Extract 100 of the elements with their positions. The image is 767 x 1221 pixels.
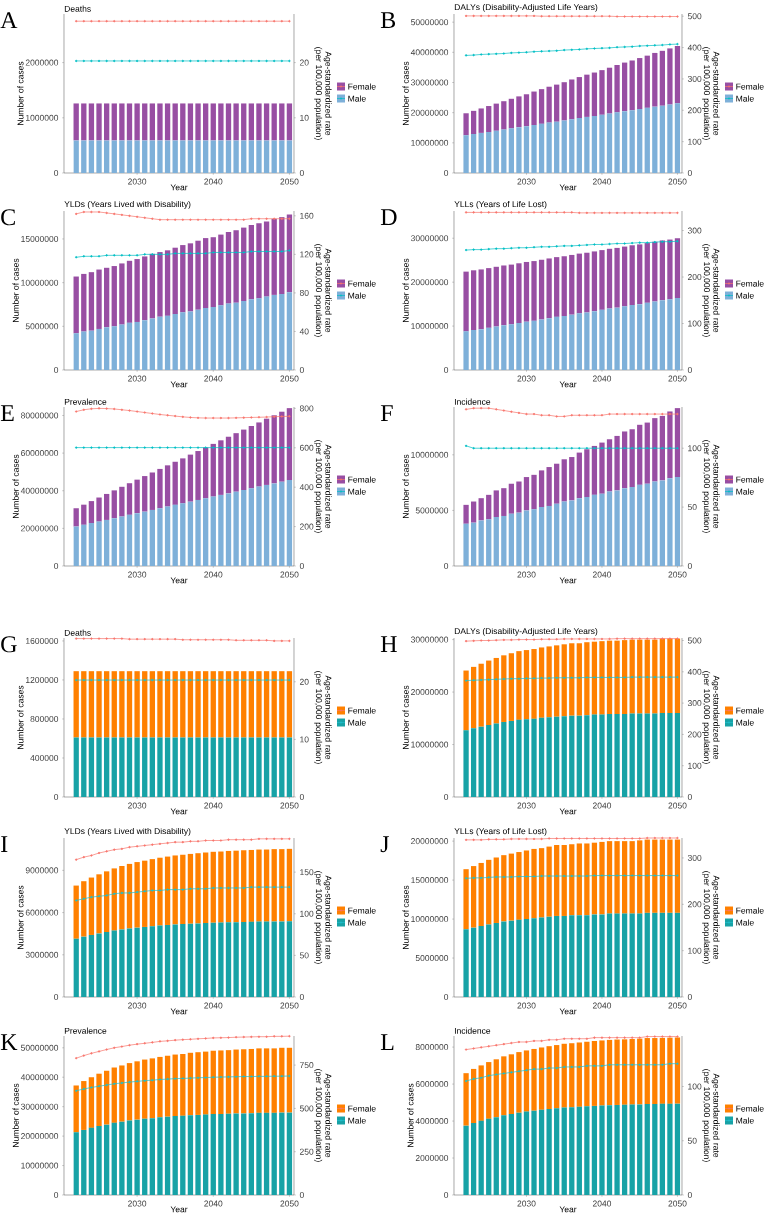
bar xyxy=(279,849,285,922)
y-tick-label: 50000000 xyxy=(410,19,449,26)
y-tick-label: 20000000 xyxy=(411,279,449,286)
y-tick-label: 10000000 xyxy=(411,916,449,923)
bar xyxy=(111,326,117,371)
bar xyxy=(674,1037,681,1104)
x-tick-label: 2030 xyxy=(517,802,536,809)
bar xyxy=(554,645,560,717)
chart-title: Prevalence xyxy=(64,398,107,405)
bar xyxy=(644,1038,650,1105)
bar xyxy=(119,486,125,517)
y2-tick-label: 0 xyxy=(299,994,304,1001)
bar xyxy=(233,491,239,567)
y-tick-label: 0 xyxy=(54,367,59,374)
x-tick-label: 2030 xyxy=(517,375,536,382)
bar xyxy=(501,265,507,326)
y-tick-label: 400000 xyxy=(30,754,59,761)
bar xyxy=(576,498,582,567)
bar xyxy=(674,45,681,104)
y-axis-title: Number of cases xyxy=(17,885,24,949)
y-tick-label: 0 xyxy=(444,794,449,801)
bar xyxy=(667,912,673,998)
y-axis-title: Number of cases xyxy=(402,685,409,749)
bar xyxy=(286,1112,293,1195)
bar xyxy=(210,307,216,371)
bar xyxy=(271,483,277,567)
chart-title: Prevalence xyxy=(64,1027,107,1034)
y-axis-title: Number of cases xyxy=(407,1083,414,1147)
y-axis-title: Number of cases xyxy=(402,454,409,518)
bar xyxy=(241,227,247,301)
bar xyxy=(523,1050,530,1112)
bar xyxy=(561,82,567,121)
bar xyxy=(569,500,575,567)
bar xyxy=(621,246,628,307)
bar xyxy=(119,866,125,930)
bar xyxy=(187,923,194,998)
bar xyxy=(569,314,575,371)
bar xyxy=(478,926,484,998)
y2-axis-title: Age-standardized rate (per 100,000 population) xyxy=(702,47,720,140)
y2-tick-label: 300 xyxy=(687,854,702,861)
x-tick-label: 2030 xyxy=(128,571,147,578)
bar xyxy=(493,326,499,371)
legend-label: Male xyxy=(736,488,754,495)
bar xyxy=(606,67,613,114)
bar xyxy=(486,924,492,998)
bar xyxy=(134,927,140,998)
y2-tick-label: 80 xyxy=(299,289,309,296)
bar xyxy=(233,230,239,303)
bar xyxy=(667,478,673,567)
bar xyxy=(546,258,552,319)
bar xyxy=(644,639,650,714)
bar xyxy=(606,1105,613,1195)
bar xyxy=(674,912,681,998)
y2-tick-label: 100 xyxy=(688,138,702,145)
bar xyxy=(546,318,552,371)
bar xyxy=(561,459,567,502)
legend-label: Male xyxy=(348,292,366,299)
bar xyxy=(606,841,613,914)
bar xyxy=(493,657,499,724)
bar xyxy=(591,1041,598,1106)
bar xyxy=(584,1106,590,1195)
bar xyxy=(202,1114,209,1195)
bar xyxy=(637,1038,643,1105)
bar xyxy=(569,915,575,998)
bar xyxy=(81,273,87,332)
bar xyxy=(621,62,628,112)
bar xyxy=(501,515,507,567)
y-tick-label: 0 xyxy=(444,170,449,177)
bar xyxy=(279,411,285,482)
y2-tick-label: 0 xyxy=(687,994,692,1001)
bar xyxy=(606,640,613,715)
bar xyxy=(538,917,545,998)
bar xyxy=(561,845,567,916)
bar xyxy=(493,266,499,327)
y2-tick-label: 0 xyxy=(299,563,304,570)
bar xyxy=(508,324,515,371)
bar xyxy=(286,1047,293,1113)
y2-axis-title: Age-standardized rate (per 100,000 population) xyxy=(702,871,720,964)
y-tick-label: 5000000 xyxy=(25,323,59,330)
y2-tick-label: 0 xyxy=(687,563,692,570)
bar xyxy=(508,920,515,998)
x-tick-label: 2030 xyxy=(128,1200,147,1207)
bar xyxy=(569,1107,575,1195)
bar xyxy=(126,863,133,929)
y-tick-label: 4000000 xyxy=(415,1118,449,1125)
bar xyxy=(248,849,255,922)
bar xyxy=(103,871,110,932)
x-tick-label: 2030 xyxy=(128,802,147,809)
y2-tick-label: 100 xyxy=(688,320,702,327)
bar xyxy=(599,442,605,494)
text: E xyxy=(0,405,14,421)
bar xyxy=(463,929,469,998)
bar xyxy=(637,304,643,371)
bar xyxy=(659,50,666,106)
y-tick-label: 1000000 xyxy=(26,114,59,121)
bar xyxy=(614,247,620,308)
y-tick-label: 2000000 xyxy=(415,1155,449,1162)
bar xyxy=(523,719,530,798)
bar xyxy=(637,484,643,567)
bar xyxy=(218,851,224,923)
